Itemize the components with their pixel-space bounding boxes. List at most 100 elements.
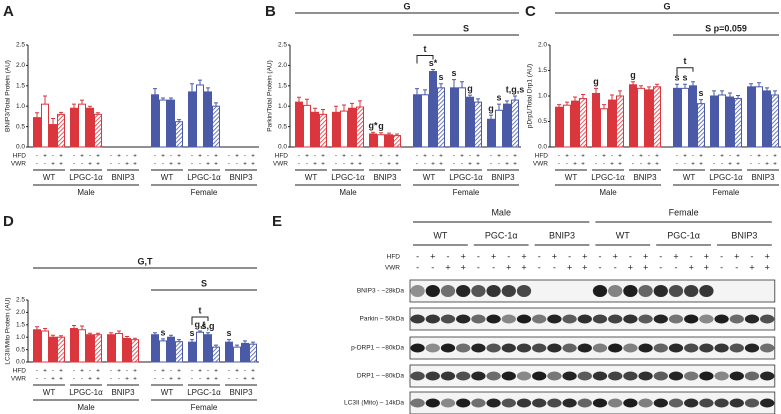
sex-label: Female bbox=[453, 188, 480, 197]
blot-band bbox=[623, 398, 638, 408]
error-bar bbox=[749, 83, 753, 87]
error-bar bbox=[214, 102, 218, 107]
hfd-sign: - bbox=[388, 153, 390, 160]
bar bbox=[33, 117, 41, 148]
blot-band bbox=[668, 371, 684, 381]
sex-label: Female bbox=[191, 403, 218, 412]
blot-band bbox=[547, 398, 562, 408]
vwr-sign: + bbox=[445, 262, 450, 272]
sex-label: Female bbox=[191, 188, 218, 197]
bar bbox=[49, 336, 57, 363]
vwr-sign: - bbox=[154, 161, 156, 168]
error-bar bbox=[198, 330, 202, 333]
vwr-sign: + bbox=[169, 161, 173, 168]
hfd-sign: - bbox=[469, 153, 471, 160]
hfd-sign: - bbox=[507, 251, 510, 261]
sex-label: Female bbox=[713, 188, 740, 197]
error-bar bbox=[773, 90, 777, 95]
hfd-sign: + bbox=[757, 153, 761, 160]
sex-label: Male bbox=[491, 207, 511, 217]
sig-label: s,g bbox=[201, 321, 214, 331]
vwr-sign: - bbox=[599, 262, 602, 272]
error-bar bbox=[169, 334, 173, 338]
vwr-sign: + bbox=[439, 161, 443, 168]
group-label: WT bbox=[161, 173, 174, 182]
hfd-sign: - bbox=[89, 368, 91, 375]
blot-band bbox=[608, 285, 623, 297]
y-tick-label: 2.0 bbox=[278, 62, 287, 69]
hfd-sign: - bbox=[416, 251, 419, 261]
error-bar bbox=[395, 133, 399, 136]
vwr-sign: + bbox=[133, 376, 137, 383]
error-bar bbox=[728, 92, 732, 98]
error-bar bbox=[647, 86, 651, 90]
hfd-sign: - bbox=[477, 251, 480, 261]
blot-band bbox=[425, 398, 440, 408]
error-bar bbox=[557, 104, 561, 108]
vwr-sign: - bbox=[431, 262, 434, 272]
error-bar bbox=[206, 332, 210, 335]
vwr-sign: + bbox=[243, 161, 247, 168]
blot-band bbox=[592, 371, 608, 381]
blot-band bbox=[714, 371, 729, 381]
blot-band bbox=[592, 343, 608, 353]
bar bbox=[175, 121, 183, 148]
blot-row-label: LC3II (Mito) – 14kDa bbox=[344, 400, 404, 407]
error-bar bbox=[476, 98, 480, 103]
vwr-sign: - bbox=[73, 376, 75, 383]
y-tick-label: 0.0 bbox=[538, 144, 547, 151]
vwr-sign: - bbox=[490, 161, 492, 168]
hfd-sign: - bbox=[432, 153, 434, 160]
hfd-sign: - bbox=[191, 368, 193, 375]
group-label: LPGC-1α bbox=[187, 173, 221, 182]
bar bbox=[196, 84, 204, 148]
vwr-sign: - bbox=[110, 376, 112, 383]
hfd-sign: - bbox=[52, 368, 54, 375]
error-bar bbox=[415, 88, 419, 95]
hfd-sign: + bbox=[581, 153, 585, 160]
y-tick-label: 0.5 bbox=[16, 346, 25, 353]
hfd-sign: - bbox=[89, 153, 91, 160]
vwr-sign: + bbox=[773, 161, 777, 168]
hfd-sign: + bbox=[773, 153, 777, 160]
error-bar bbox=[439, 83, 443, 88]
bar bbox=[188, 91, 196, 148]
blot-band bbox=[668, 398, 684, 408]
hfd-sign: + bbox=[476, 153, 480, 160]
bar bbox=[131, 339, 139, 363]
vwr-sign: + bbox=[736, 161, 740, 168]
hfd-sign: - bbox=[574, 153, 576, 160]
bar bbox=[204, 334, 212, 363]
bar bbox=[94, 334, 102, 363]
vwr-sign: + bbox=[88, 376, 92, 383]
blot-band bbox=[714, 343, 729, 353]
vwr-sign: - bbox=[750, 161, 752, 168]
bar bbox=[159, 340, 167, 363]
bar bbox=[295, 101, 303, 148]
bar bbox=[487, 118, 495, 148]
blot-band bbox=[532, 343, 547, 353]
blot-band bbox=[760, 371, 775, 381]
vwr-sign: + bbox=[691, 161, 695, 168]
blot-band bbox=[440, 398, 456, 408]
blot-band bbox=[410, 398, 425, 408]
blot-band bbox=[653, 371, 668, 381]
hfd-sign: - bbox=[207, 153, 209, 160]
hfd-sign: + bbox=[461, 251, 466, 261]
vwr-sign: + bbox=[468, 161, 472, 168]
bar bbox=[511, 99, 519, 148]
blot-band bbox=[532, 314, 547, 324]
bar bbox=[332, 111, 340, 148]
hfd-sign: + bbox=[655, 153, 659, 160]
vwr-sign: - bbox=[306, 161, 308, 168]
error-bar bbox=[452, 79, 456, 88]
blot-band bbox=[471, 343, 486, 353]
hfd-sign: - bbox=[538, 251, 541, 261]
blot-band bbox=[684, 343, 699, 353]
sig-label: g* bbox=[369, 121, 378, 131]
bar bbox=[249, 343, 257, 363]
panel-letter: C bbox=[525, 3, 536, 20]
bar bbox=[495, 109, 503, 148]
bracket-label: S bbox=[201, 278, 207, 288]
sex-label: Male bbox=[77, 403, 95, 412]
